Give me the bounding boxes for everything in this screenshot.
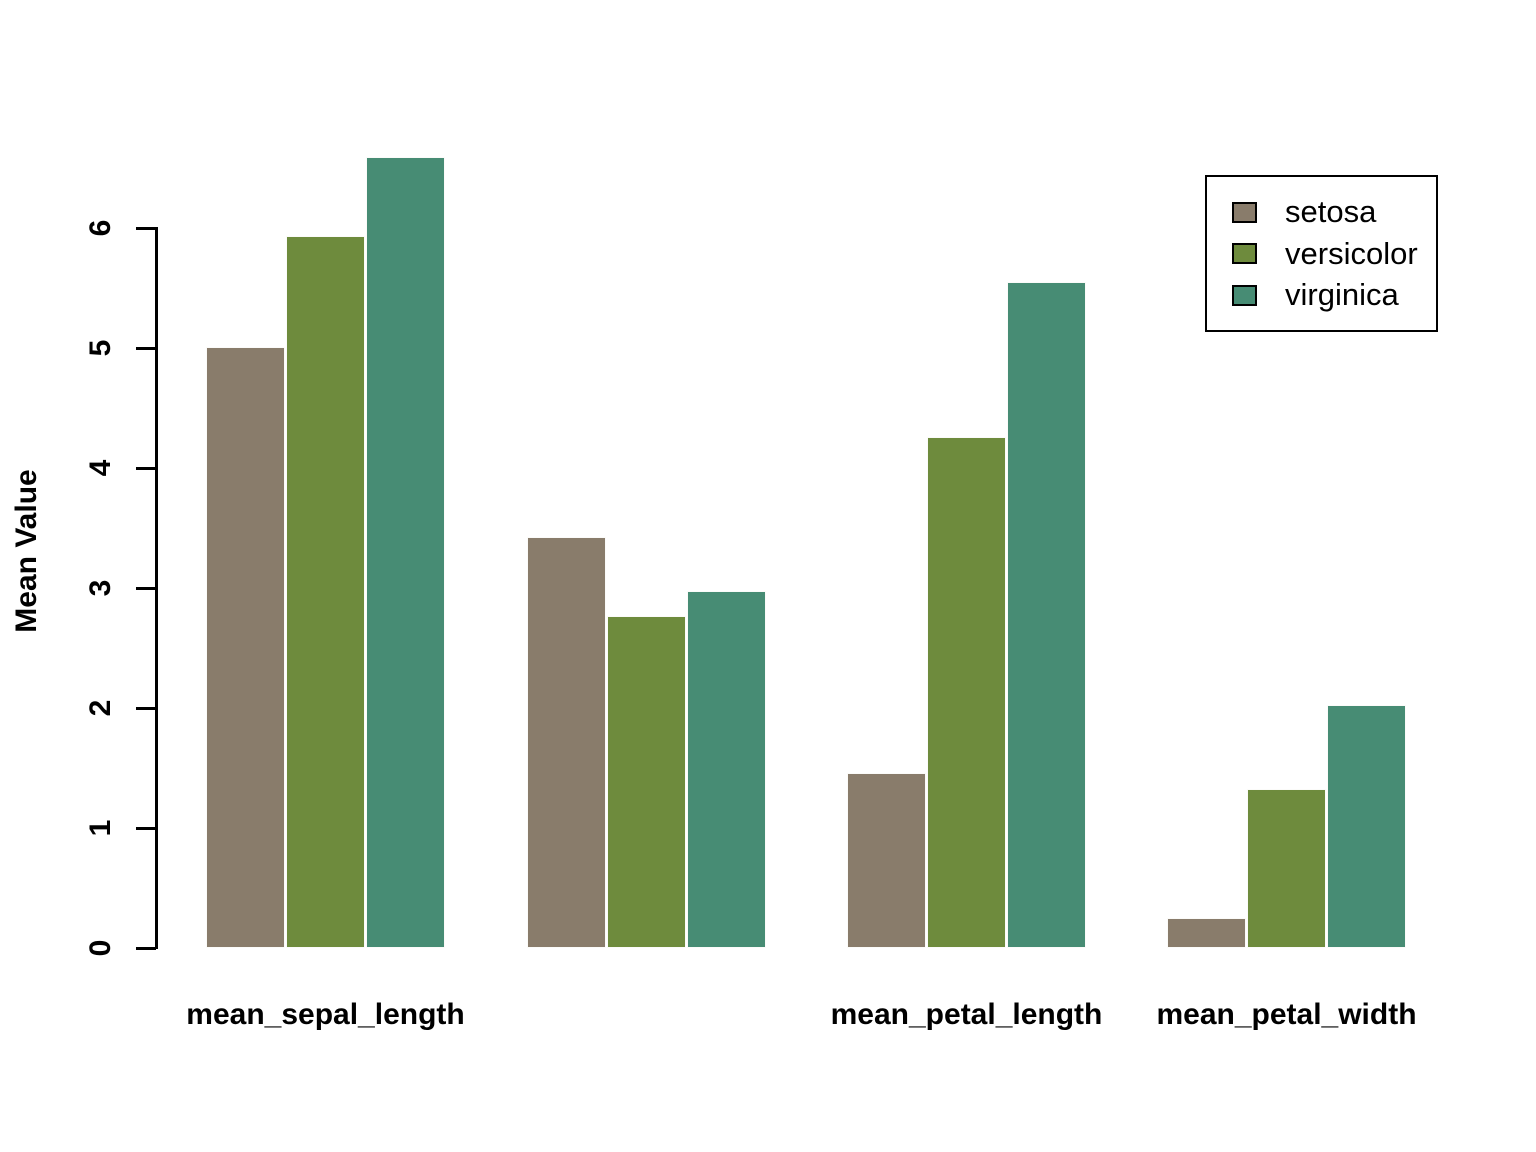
bar-virginica-mean_sepal_width: [687, 591, 766, 948]
y-tick-label-3: 3: [84, 579, 117, 597]
y-tick-label-1: 1: [84, 819, 117, 837]
bar-virginica-mean_petal_length: [1007, 281, 1086, 948]
legend-swatch-setosa: [1232, 201, 1257, 223]
x-label-mean_sepal_length: mean_sepal_length: [186, 998, 465, 1031]
bar-virginica-mean_sepal_length: [366, 157, 445, 948]
x-label-mean_petal_width: mean_petal_width: [1156, 998, 1417, 1031]
y-tick-label-6: 6: [84, 219, 117, 237]
y-axis-title: Mean Value: [10, 469, 43, 633]
y-tick-label-0: 0: [84, 939, 117, 957]
bar-setosa-mean_petal_width: [1167, 918, 1246, 948]
legend: setosa versicolor virginica: [1205, 175, 1438, 332]
legend-label-virginica: virginica: [1285, 277, 1399, 312]
y-tick-6: [136, 226, 156, 230]
bar-versicolor-mean_petal_width: [1247, 788, 1326, 948]
y-tick-label-2: 2: [84, 699, 117, 717]
y-axis-line: [155, 227, 158, 949]
bar-setosa-mean_petal_length: [847, 772, 926, 948]
bar-virginica-mean_petal_width: [1327, 704, 1406, 948]
legend-item-versicolor: versicolor: [1232, 233, 1436, 275]
legend-swatch-versicolor: [1232, 243, 1257, 264]
bar-versicolor-mean_sepal_length: [286, 235, 365, 948]
bar-versicolor-mean_petal_length: [927, 436, 1006, 948]
legend-item-virginica: virginica: [1232, 274, 1436, 316]
y-tick-4: [136, 466, 156, 470]
x-label-mean_petal_length: mean_petal_length: [830, 998, 1103, 1031]
legend-label-setosa: setosa: [1285, 194, 1377, 229]
y-tick-2: [136, 706, 156, 710]
y-tick-1: [136, 826, 156, 830]
y-tick-0: [136, 946, 156, 950]
y-tick-5: [136, 346, 156, 350]
bar-versicolor-mean_sepal_width: [607, 615, 686, 948]
legend-swatch-virginica: [1232, 284, 1257, 306]
y-tick-label-4: 4: [84, 459, 117, 477]
bar-setosa-mean_sepal_width: [527, 536, 606, 948]
y-tick-3: [136, 586, 156, 590]
legend-label-versicolor: versicolor: [1285, 235, 1418, 271]
legend-item-setosa: setosa: [1232, 191, 1436, 233]
bar-setosa-mean_sepal_length: [206, 347, 285, 948]
y-tick-label-5: 5: [84, 339, 117, 357]
